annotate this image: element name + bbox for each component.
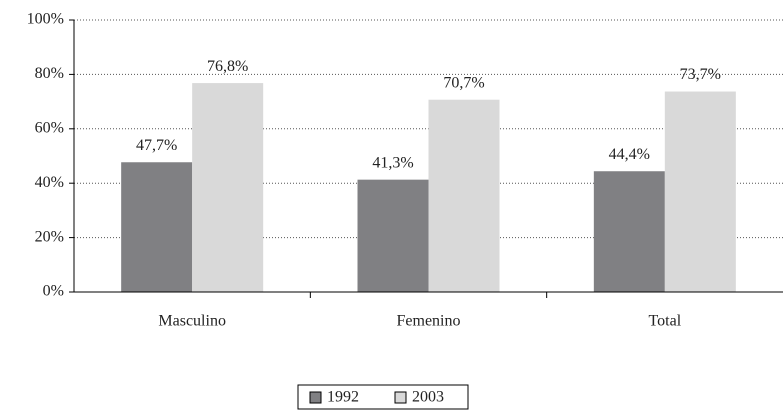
- legend-swatch: [394, 391, 407, 404]
- bar: [664, 91, 736, 292]
- y-tick-label: 20%: [35, 228, 64, 245]
- y-tick-label: 80%: [35, 65, 64, 82]
- legend-box: [297, 384, 469, 410]
- x-tick-label: Total: [649, 313, 682, 330]
- bar: [428, 99, 500, 292]
- x-tick-label: Femenino: [397, 313, 461, 330]
- data-label: 70,7%: [443, 74, 484, 91]
- data-label: 47,7%: [136, 137, 177, 154]
- data-label: 73,7%: [680, 66, 721, 83]
- bar: [357, 179, 429, 292]
- legend-label: 1992: [327, 389, 359, 406]
- y-tick-label: 40%: [35, 174, 64, 191]
- y-tick-label: 0%: [43, 283, 64, 300]
- x-tick-label: Masculino: [158, 313, 226, 330]
- legend-swatch: [309, 391, 322, 404]
- data-label: 76,8%: [207, 58, 248, 75]
- bar: [121, 162, 193, 292]
- y-tick-label: 60%: [35, 119, 64, 136]
- data-label: 41,3%: [372, 154, 413, 171]
- data-label: 44,4%: [609, 146, 650, 163]
- y-tick-label: 100%: [27, 11, 64, 28]
- legend-label: 2003: [412, 389, 444, 406]
- bar: [192, 83, 264, 292]
- bar: [593, 171, 665, 292]
